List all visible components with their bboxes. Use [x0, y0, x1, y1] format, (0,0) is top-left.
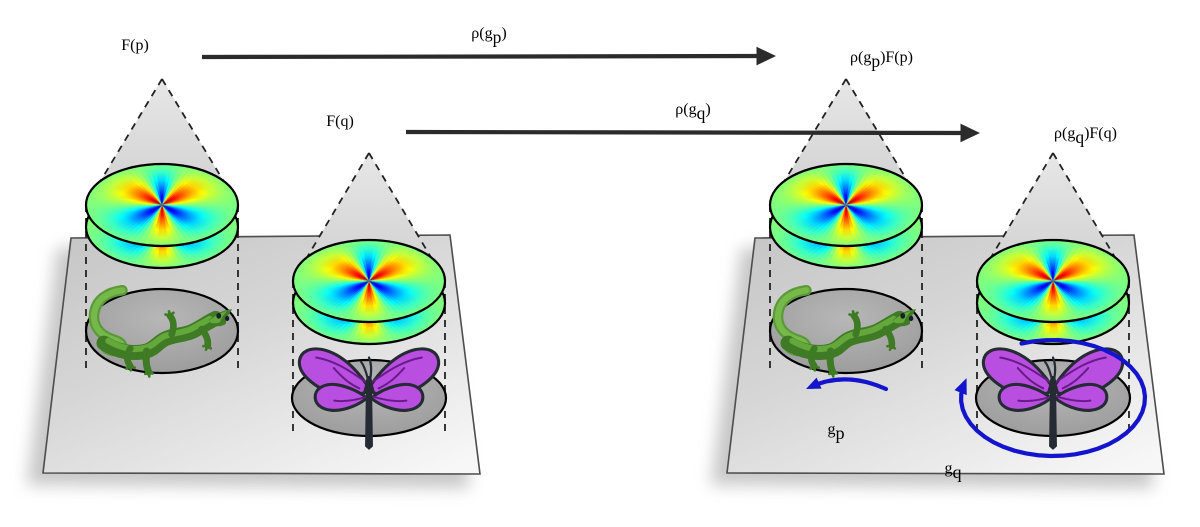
svg-text:F(p): F(p) — [121, 37, 149, 54]
svg-text:F(q): F(q) — [326, 113, 354, 130]
